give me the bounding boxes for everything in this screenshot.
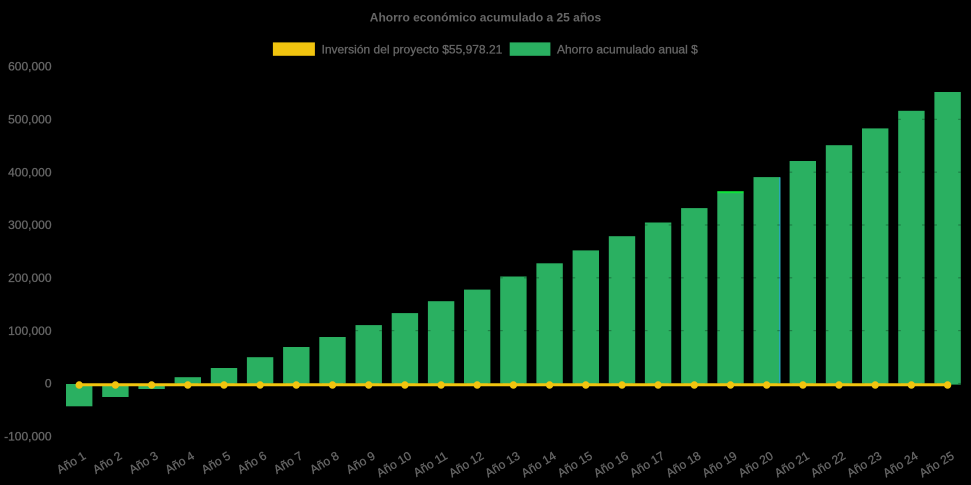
svg-text:Inversión del proyecto $55,978: Inversión del proyecto $55,978.21: [322, 42, 503, 56]
svg-text:-100,000: -100,000: [4, 430, 52, 444]
svg-text:500,000: 500,000: [8, 113, 52, 127]
svg-text:Ahorro económico acumulado a 2: Ahorro económico acumulado a 25 años: [370, 10, 602, 24]
svg-text:400,000: 400,000: [8, 165, 52, 179]
svg-text:200,000: 200,000: [8, 271, 52, 285]
svg-text:0: 0: [45, 377, 52, 391]
svg-text:300,000: 300,000: [8, 218, 52, 232]
svg-text:600,000: 600,000: [8, 60, 52, 74]
svg-text:100,000: 100,000: [8, 324, 52, 338]
svg-text:Ahorro acumulado anual $: Ahorro acumulado anual $: [557, 42, 698, 56]
